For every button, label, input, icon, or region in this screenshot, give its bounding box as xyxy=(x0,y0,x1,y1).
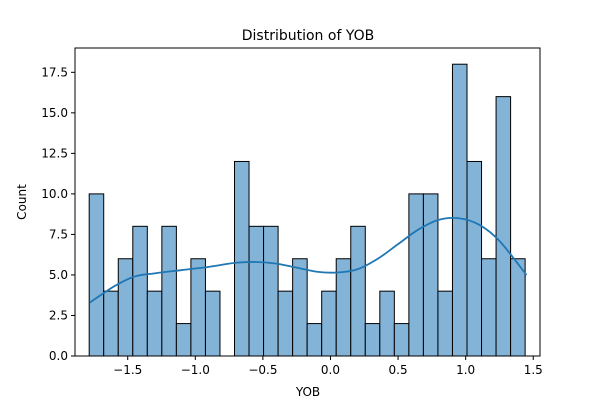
x-tick-label: 1.5 xyxy=(524,363,543,377)
plot-frame xyxy=(74,47,541,357)
y-axis-ticks: 0.0 2.5 5.0 7.5 10.0 12.5 15.0 17.5 xyxy=(41,65,75,363)
x-tick-label: 1.0 xyxy=(456,363,475,377)
histogram-bar xyxy=(146,290,163,357)
histogram-bar xyxy=(234,160,250,357)
chart-title: Distribution of YOB xyxy=(242,28,374,44)
y-tick-label: 12.5 xyxy=(41,146,68,160)
histogram-bar xyxy=(292,258,308,357)
histogram-bar xyxy=(350,225,366,357)
histogram-bar xyxy=(393,323,410,357)
x-tick-label: 0.0 xyxy=(321,363,340,377)
y-tick-label: 10.0 xyxy=(41,187,68,201)
y-tick-label: 7.5 xyxy=(49,227,68,241)
kde-curve-group xyxy=(89,216,528,304)
x-tick-label: −1.0 xyxy=(181,363,210,377)
histogram-bar xyxy=(132,225,148,357)
histogram-bar xyxy=(117,258,134,357)
x-tick-label: −0.5 xyxy=(248,363,277,377)
histogram-bar xyxy=(321,290,337,357)
histogram-bar xyxy=(364,323,381,357)
histogram-bar xyxy=(422,193,439,357)
histogram-bar xyxy=(510,258,526,357)
y-axis-label: Count xyxy=(15,184,29,220)
histogram-bar xyxy=(306,323,323,357)
y-tick-label: 2.5 xyxy=(49,308,68,322)
histogram-bar xyxy=(451,63,468,357)
histogram-bar xyxy=(481,258,497,357)
histogram-bar xyxy=(103,290,119,357)
x-axis-label: YOB xyxy=(295,385,320,399)
histogram-bar xyxy=(408,193,424,357)
histogram-bar xyxy=(248,225,265,357)
x-axis-ticks: −1.5 −1.0 −0.5 0.0 0.5 1.0 1.5 xyxy=(113,356,543,377)
histogram-bar xyxy=(161,225,177,357)
histogram-bar xyxy=(263,225,279,357)
histogram-bar xyxy=(175,323,192,357)
histogram-bar xyxy=(466,160,483,357)
y-tick-label: 0.0 xyxy=(49,349,68,363)
histogram-bar xyxy=(204,290,221,357)
histogram-bar xyxy=(437,290,453,357)
x-tick-label: 0.5 xyxy=(389,363,408,377)
histogram-bar xyxy=(277,290,294,357)
y-tick-label: 15.0 xyxy=(41,106,68,120)
x-tick-label: −1.5 xyxy=(113,363,142,377)
y-tick-label: 17.5 xyxy=(41,65,68,79)
histogram-bars xyxy=(88,63,526,357)
histogram-bar xyxy=(88,193,105,357)
histogram-bar xyxy=(495,96,512,357)
histogram-bar xyxy=(379,290,395,357)
y-tick-label: 5.0 xyxy=(49,268,68,282)
histogram-bar xyxy=(190,258,206,357)
kde-line xyxy=(89,216,528,304)
